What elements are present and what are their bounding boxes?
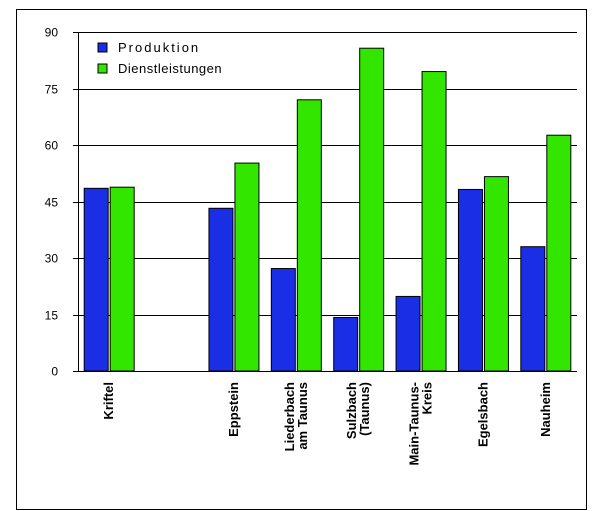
bar-dienstleistungen: [546, 134, 572, 372]
bar-produktion: [395, 295, 421, 372]
bar-produktion: [333, 317, 359, 372]
legend-swatch: [97, 42, 108, 53]
x-tick-label-line: Liederbach: [282, 382, 297, 451]
bars: [83, 47, 572, 372]
legend: Produktion Dienstleistungen: [97, 40, 222, 76]
x-tick-label-line: Kriftel: [101, 382, 116, 420]
x-tick-label: Egelsbach: [475, 382, 490, 447]
x-axis-labels: Kriftel Eppstein Liederbacham Taunus Sulzba…: [101, 382, 553, 466]
y-tick-label: 0: [51, 365, 58, 379]
x-tick-label: Liederbacham Taunus: [282, 382, 310, 451]
x-tick-label-line: (Taunus): [357, 382, 372, 436]
bar-dienstleistungen: [421, 71, 447, 372]
x-tick-label: Nauheim: [538, 382, 553, 437]
y-tick-label: 45: [45, 196, 59, 210]
bar-dienstleistungen: [483, 176, 509, 372]
bar-dienstleistungen: [296, 99, 322, 372]
bar-dienstleistungen: [359, 47, 385, 372]
y-tick-label: 30: [45, 252, 59, 266]
x-tick-label: Main-Taunus-Kreis: [407, 382, 435, 466]
legend-swatch: [97, 63, 108, 74]
bar-produktion: [208, 207, 234, 372]
y-axis-ticks: 0 15 30 45 60 75 90: [45, 26, 78, 379]
x-tick-label-line: Egelsbach: [475, 382, 490, 447]
bar-dienstleistungen: [109, 186, 135, 372]
legend-label: Dienstleistungen: [118, 61, 222, 76]
legend-label: Produktion: [118, 40, 200, 55]
bar-dienstleistungen: [234, 162, 260, 372]
y-tick-label: 15: [45, 309, 59, 323]
bar-produktion: [520, 246, 546, 372]
x-tick-label-line: am Taunus: [295, 382, 310, 450]
x-tick-label: Eppstein: [226, 382, 241, 437]
x-tick-label-line: Sulzbach: [344, 382, 359, 439]
y-tick-label: 75: [45, 83, 59, 97]
x-tick-label: Kriftel: [101, 382, 116, 420]
bar-produktion: [457, 188, 483, 372]
y-tick-label: 60: [45, 139, 59, 153]
bar-produktion: [83, 187, 109, 372]
x-tick-label-line: Main-Taunus-: [407, 382, 422, 466]
x-tick-label-line: Nauheim: [538, 382, 553, 437]
bar-produktion: [270, 268, 296, 372]
x-tick-label-line: Kreis: [420, 382, 435, 415]
x-tick-label: Sulzbach(Taunus): [344, 382, 372, 439]
y-tick-label: 90: [45, 26, 59, 40]
x-tick-label-line: Eppstein: [226, 382, 241, 437]
